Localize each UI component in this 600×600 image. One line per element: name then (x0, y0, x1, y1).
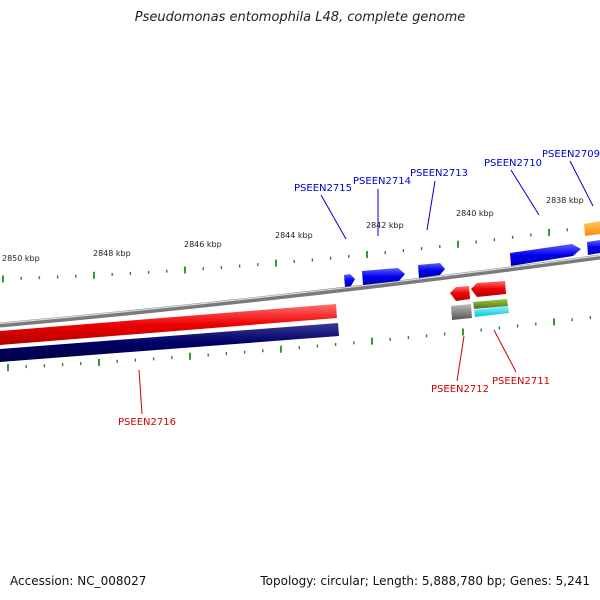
gene-label-pseen2712[interactable]: PSEEN2712 (431, 384, 489, 395)
gene-pseen2713[interactable] (418, 263, 445, 278)
gene-labels: PSEEN2715 PSEEN2714 PSEEN2713 PSEEN2710 … (118, 149, 600, 428)
scale-label-2848: 2848 kbp (93, 249, 131, 258)
gene-label-pseen2716[interactable]: PSEEN2716 (118, 417, 176, 428)
gene-pseen2715[interactable] (344, 274, 355, 287)
gene-block-pseen2716-navy[interactable] (0, 323, 339, 362)
gene-red-small-right[interactable] (471, 281, 506, 297)
genome-summary-text: Topology: circular; Length: 5,888,780 bp… (260, 574, 590, 588)
gene-label-pseen2709[interactable]: PSEEN2709 (542, 149, 600, 160)
scale-label-2850: 2850 kbp (2, 254, 40, 263)
scale-label-2844: 2844 kbp (275, 231, 313, 240)
gene-pseen2711-cyan[interactable] (474, 306, 509, 317)
upper-scale-ticks (2, 225, 587, 283)
gene-label-pseen2714[interactable]: PSEEN2714 (353, 176, 411, 187)
gene-label-pseen2710[interactable]: PSEEN2710 (484, 158, 542, 169)
gene-pseen2714[interactable] (362, 268, 405, 285)
gene-label-pseen2711[interactable]: PSEEN2711 (492, 376, 550, 387)
gene-pseen2712[interactable] (451, 304, 472, 320)
gene-label-pseen2715[interactable]: PSEEN2715 (294, 183, 352, 194)
gene-orange-block[interactable] (584, 221, 600, 236)
map-title: Pseudomonas entomophila L48, complete ge… (134, 10, 466, 25)
scale-labels: 2850 kbp 2848 kbp 2846 kbp 2844 kbp 2842… (2, 196, 584, 263)
gene-pseen2709[interactable] (587, 240, 600, 255)
scale-label-2840: 2840 kbp (456, 209, 494, 218)
gene-pseen2710[interactable] (510, 244, 581, 266)
genome-backbone (0, 254, 600, 328)
gene-label-pseen2713[interactable]: PSEEN2713 (410, 168, 468, 179)
scale-label-2838: 2838 kbp (546, 196, 584, 205)
lower-scale-ticks (7, 316, 592, 372)
genome-backbone-highlight (0, 254, 600, 325)
scale-label-2842: 2842 kbp (366, 221, 404, 230)
gene-pseen2711-olive[interactable] (473, 299, 508, 309)
gene-red-small-left[interactable] (450, 286, 470, 301)
gene-callout-lines (138, 160, 594, 415)
accession-text: Accession: NC_008027 (10, 574, 147, 588)
gene-block-pseen2716-red[interactable] (0, 304, 337, 345)
scale-label-2846: 2846 kbp (184, 240, 222, 249)
